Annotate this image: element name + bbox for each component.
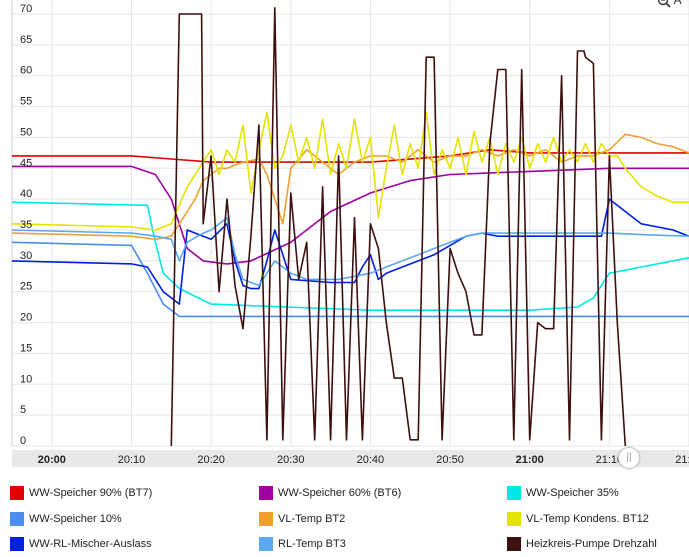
y-tick-label: 50 xyxy=(20,126,32,138)
y-tick-label: 20 xyxy=(20,312,32,324)
x-tick-label: 21:20 xyxy=(675,454,689,466)
legend-item[interactable]: Heizkreis-Pumpe Drehzahl xyxy=(507,537,657,551)
series-line-8 xyxy=(11,216,689,287)
y-axis: 0 5 10 15 20 25 30 35 40 45 50 55 60 65 70 xyxy=(20,3,32,447)
legend-label: WW-Speicher 60% (BT6) xyxy=(278,487,402,499)
legend-label: WW-Speicher 35% xyxy=(526,487,619,499)
scroll-handle[interactable]: || xyxy=(618,447,640,469)
chart-legend: WW-Speicher 90% (BT7) WW-Speicher 60% (BT… xyxy=(0,478,689,557)
legend-label: VL-Temp BT2 xyxy=(278,513,346,525)
series-line-3 xyxy=(11,201,689,312)
x-tick-label: 20:20 xyxy=(197,454,225,466)
y-tick-label: 35 xyxy=(20,219,32,231)
legend-swatch xyxy=(10,512,24,526)
legend-swatch xyxy=(259,537,273,551)
x-axis-band xyxy=(12,450,689,467)
legend-swatch xyxy=(10,486,24,500)
y-tick-label: 5 xyxy=(20,404,26,416)
legend-item[interactable]: WW-RL-Mischer-Auslass xyxy=(10,537,152,551)
series-line-2 xyxy=(12,165,689,265)
x-tick-label: 20:50 xyxy=(436,454,464,466)
y-tick-label: 65 xyxy=(20,34,32,46)
legend-item[interactable]: WW-Speicher 35% xyxy=(507,486,619,500)
legend-item[interactable]: WW-Speicher 10% xyxy=(10,512,122,526)
x-tick-label: 20:40 xyxy=(357,454,385,466)
y-tick-label: 30 xyxy=(20,250,32,262)
legend-swatch xyxy=(259,512,273,526)
legend-swatch xyxy=(259,486,273,500)
legend-label: VL-Temp Kondens. BT12 xyxy=(526,513,649,525)
legend-swatch xyxy=(507,537,521,551)
series-line-7 xyxy=(11,198,689,305)
legend-item[interactable]: WW-Speicher 90% (BT7) xyxy=(10,486,152,500)
chart-series-group xyxy=(11,7,689,447)
y-tick-label: 15 xyxy=(20,342,32,354)
x-tick-label: 20:10 xyxy=(118,454,146,466)
zoom-reset-button[interactable]: A xyxy=(657,0,682,8)
legend-label: RL-Temp BT3 xyxy=(278,538,346,550)
x-tick-label: 20:00 xyxy=(38,454,66,466)
zoom-label: A xyxy=(673,0,682,7)
legend-label: Heizkreis-Pumpe Drehzahl xyxy=(526,538,657,550)
x-tick-label: 21:10 xyxy=(596,454,624,466)
series-line-6 xyxy=(11,111,689,231)
y-tick-label: 70 xyxy=(20,3,32,15)
y-tick-label: 45 xyxy=(20,157,32,169)
x-tick-label: 20:30 xyxy=(277,454,305,466)
legend-item[interactable]: VL-Temp Kondens. BT12 xyxy=(507,512,649,526)
x-axis: 20:00 20:10 20:20 20:30 20:40 20:50 21:00 21:10… xyxy=(38,454,689,466)
y-tick-label: 60 xyxy=(20,65,32,77)
legend-item[interactable]: VL-Temp BT2 xyxy=(259,512,345,526)
legend-label: WW-RL-Mischer-Auslass xyxy=(29,538,152,550)
magnifier-minus-icon xyxy=(657,0,671,8)
legend-item[interactable]: RL-Temp BT3 xyxy=(259,537,346,551)
legend-label: WW-Speicher 10% xyxy=(29,513,122,525)
chart-grid xyxy=(11,0,689,447)
y-tick-label: 25 xyxy=(20,281,32,293)
y-tick-label: 40 xyxy=(20,188,32,200)
legend-swatch xyxy=(507,512,521,526)
y-tick-label: 10 xyxy=(20,373,32,385)
series-line-4 xyxy=(11,241,689,318)
legend-swatch xyxy=(507,486,521,500)
series-line-9 xyxy=(170,7,627,447)
y-tick-label: 0 xyxy=(20,435,26,447)
x-tick-label: 21:00 xyxy=(516,454,544,466)
legend-swatch xyxy=(10,537,24,551)
legend-label: WW-Speicher 90% (BT7) xyxy=(29,487,153,499)
legend-item[interactable]: WW-Speicher 60% (BT6) xyxy=(259,486,401,500)
y-tick-label: 55 xyxy=(20,96,32,108)
